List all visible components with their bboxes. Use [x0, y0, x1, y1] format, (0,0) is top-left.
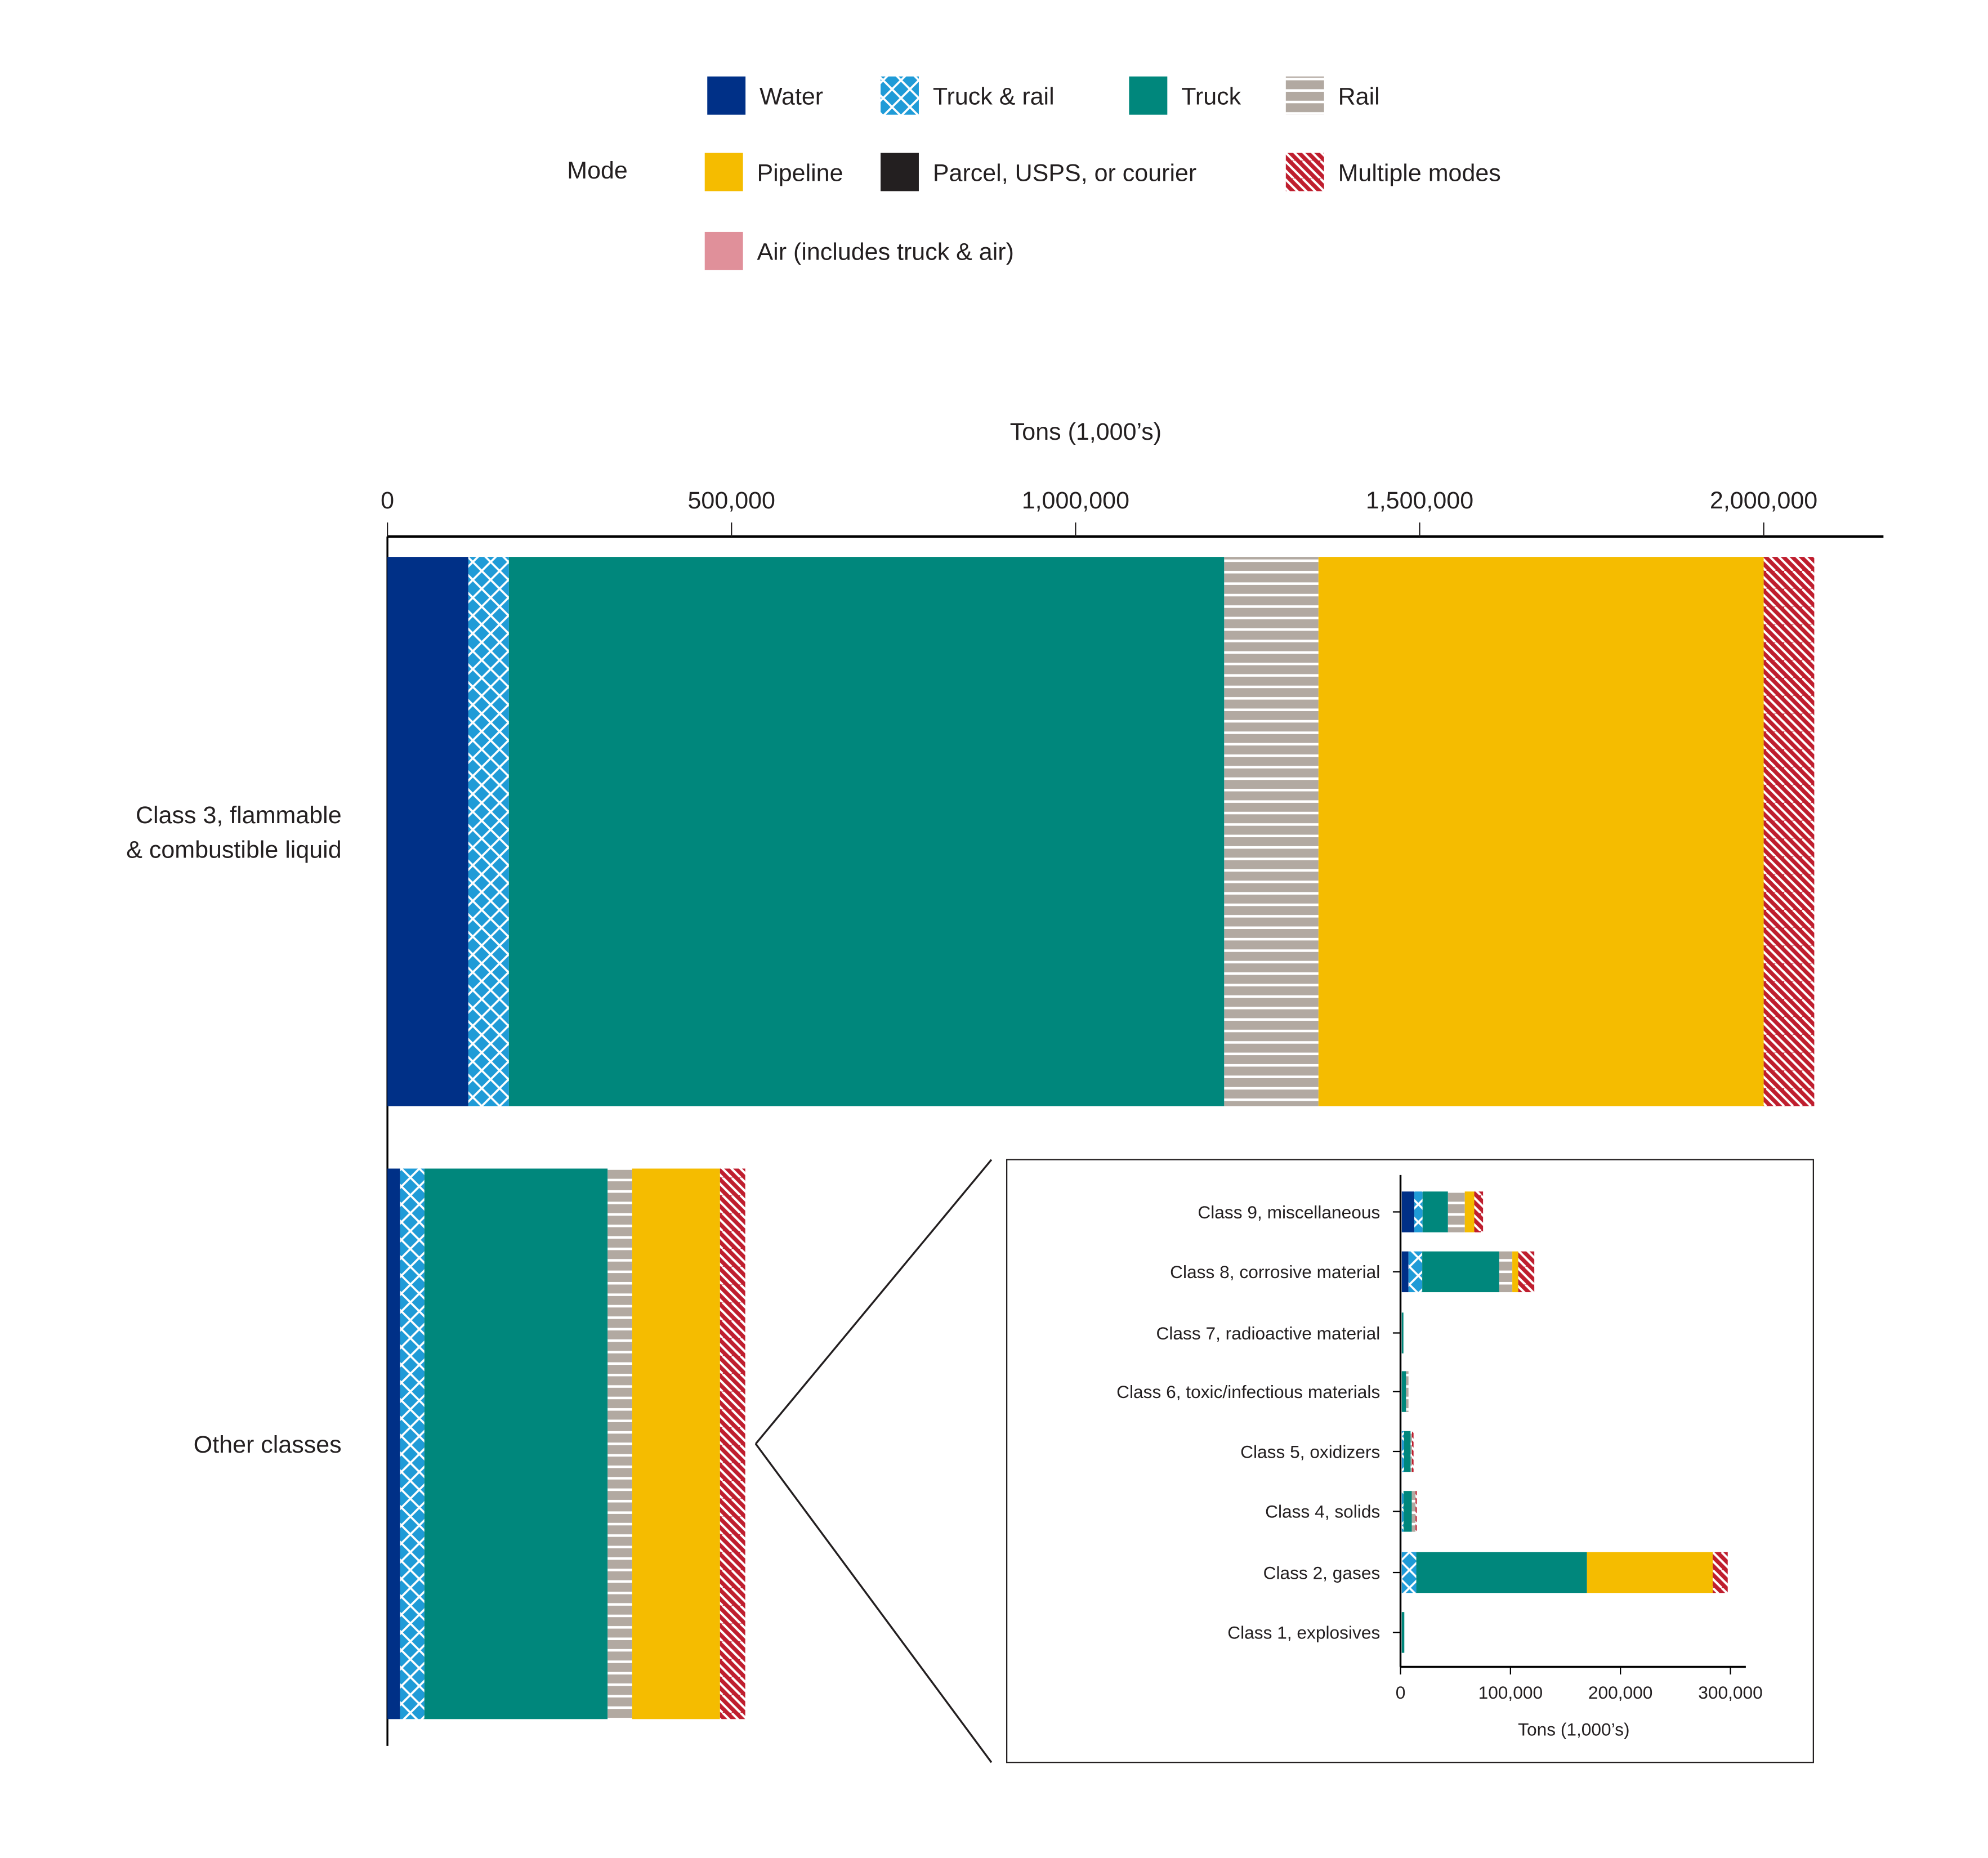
main-x-tick-label: 2,000,000	[1710, 487, 1817, 514]
main-bar-truck_rail	[468, 557, 509, 1106]
inset-x-axis-title: Tons (1,000’s)	[1518, 1719, 1629, 1740]
main-bar-truck	[508, 557, 1225, 1106]
main-chart: Tons (1,000’s) 0 500,000 1,000,000 1,500,00…	[126, 418, 1884, 1746]
legend-swatch-rail	[1285, 76, 1324, 115]
inset-category-label: Class 6, toxic/infectious materials	[1116, 1382, 1380, 1402]
main-bar-truck_rail	[400, 1168, 425, 1719]
legend-title: Mode	[567, 157, 628, 184]
inset-bar-truck	[1404, 1431, 1411, 1472]
inset-category-label: Class 9, miscellaneous	[1198, 1202, 1380, 1222]
inset-bar-rail	[1411, 1491, 1416, 1532]
inset-bar-pipeline	[1464, 1191, 1475, 1232]
inset-bar-multiple	[1411, 1431, 1414, 1472]
main-bar-truck	[424, 1168, 608, 1719]
legend-label-water: Water	[760, 83, 823, 110]
main-bar-rail	[607, 1168, 632, 1719]
inset-bar-pipeline	[1512, 1251, 1518, 1293]
inset-category-label: Class 8, corrosive material	[1170, 1262, 1380, 1282]
inset-bar-water	[1401, 1251, 1409, 1293]
inset-x-tick-label: 200,000	[1588, 1682, 1653, 1703]
legend-label-truck: Truck	[1181, 83, 1241, 110]
inset-bar-truck	[1422, 1251, 1499, 1293]
main-bar-pipeline	[632, 1168, 720, 1719]
main-x-axis-title: Tons (1,000’s)	[1010, 418, 1161, 445]
inset-x-tick-label: 100,000	[1478, 1682, 1543, 1703]
inset-bar-truck	[1403, 1491, 1412, 1532]
inset-bar-multiple	[1415, 1491, 1417, 1532]
legend: Mode Water Truck & rail Truck Rail Pipeline P…	[567, 76, 1501, 270]
legend-swatch-multiple	[1285, 153, 1324, 191]
inset-bar-truck	[1401, 1312, 1404, 1354]
inset-bar-multiple	[1518, 1251, 1535, 1293]
inset-bar-water	[1401, 1191, 1415, 1232]
inset-bar-pipeline	[1587, 1552, 1713, 1593]
inset-bar-truck	[1422, 1191, 1448, 1232]
inset-category-label: Class 1, explosives	[1227, 1623, 1380, 1643]
main-category-label: Other classes	[194, 1431, 342, 1458]
legend-label-multiple: Multiple modes	[1338, 159, 1501, 186]
inset-category-label: Class 5, oxidizers	[1240, 1441, 1380, 1462]
main-x-tick-label: 1,500,000	[1366, 487, 1473, 514]
zoom-connector-bottom	[754, 1443, 993, 1763]
inset-bar-truck	[1401, 1612, 1405, 1653]
legend-label-air: Air (includes truck & air)	[757, 239, 1014, 266]
main-bar-pipeline	[1318, 557, 1764, 1106]
inset-bar-multiple	[1712, 1552, 1728, 1593]
inset-chart: Tons (1,000’s) 0 100,000 200,000 300,000 Cla…	[754, 1159, 1814, 1763]
legend-swatch-water	[707, 76, 746, 115]
inset-bar-truck_rail	[1401, 1552, 1417, 1593]
inset-category-label: Class 7, radioactive material	[1156, 1323, 1380, 1343]
main-x-tick-label: 0	[381, 487, 394, 514]
main-category-label: Class 3, flammable	[136, 802, 342, 829]
inset-bar-truck_rail	[1401, 1491, 1404, 1532]
inset-bar-rail	[1406, 1371, 1409, 1412]
legend-label-pipeline: Pipeline	[757, 159, 843, 186]
inset-bar-rail	[1410, 1431, 1412, 1472]
main-bar-water	[387, 557, 468, 1106]
inset-bar-truck	[1401, 1371, 1406, 1412]
main-x-tick-label: 1,000,000	[1022, 487, 1129, 514]
main-category-label: & combustible liquid	[126, 836, 341, 863]
legend-swatch-pipeline	[704, 153, 743, 191]
main-bar-multiple	[720, 1168, 745, 1719]
inset-bar-truck	[1416, 1552, 1587, 1593]
main-bar-multiple	[1763, 557, 1815, 1106]
inset-category-label: Class 4, solids	[1265, 1502, 1380, 1522]
inset-bar-truck_rail	[1408, 1251, 1423, 1293]
inset-bar-rail	[1499, 1251, 1513, 1293]
legend-label-parcel: Parcel, USPS, or courier	[933, 159, 1196, 186]
legend-swatch-air	[704, 231, 743, 270]
inset-bar-multiple	[1474, 1191, 1484, 1232]
legend-swatch-truck	[1129, 76, 1168, 115]
main-bar-rail	[1224, 557, 1319, 1106]
legend-label-truck_rail: Truck & rail	[933, 83, 1055, 110]
zoom-connector-top	[754, 1159, 993, 1445]
legend-swatch-truck_rail	[881, 76, 919, 115]
inset-bar-rail	[1448, 1191, 1465, 1232]
inset-x-tick-label: 0	[1396, 1682, 1406, 1703]
inset-bar-truck_rail	[1401, 1431, 1404, 1472]
legend-swatch-parcel	[881, 153, 919, 191]
legend-label-rail: Rail	[1338, 83, 1380, 110]
main-x-tick-label: 500,000	[688, 487, 775, 514]
inset-category-label: Class 2, gases	[1263, 1562, 1381, 1583]
inset-x-tick-label: 300,000	[1698, 1682, 1763, 1703]
main-bar-water	[387, 1168, 400, 1719]
inset-bar-truck_rail	[1414, 1191, 1423, 1232]
